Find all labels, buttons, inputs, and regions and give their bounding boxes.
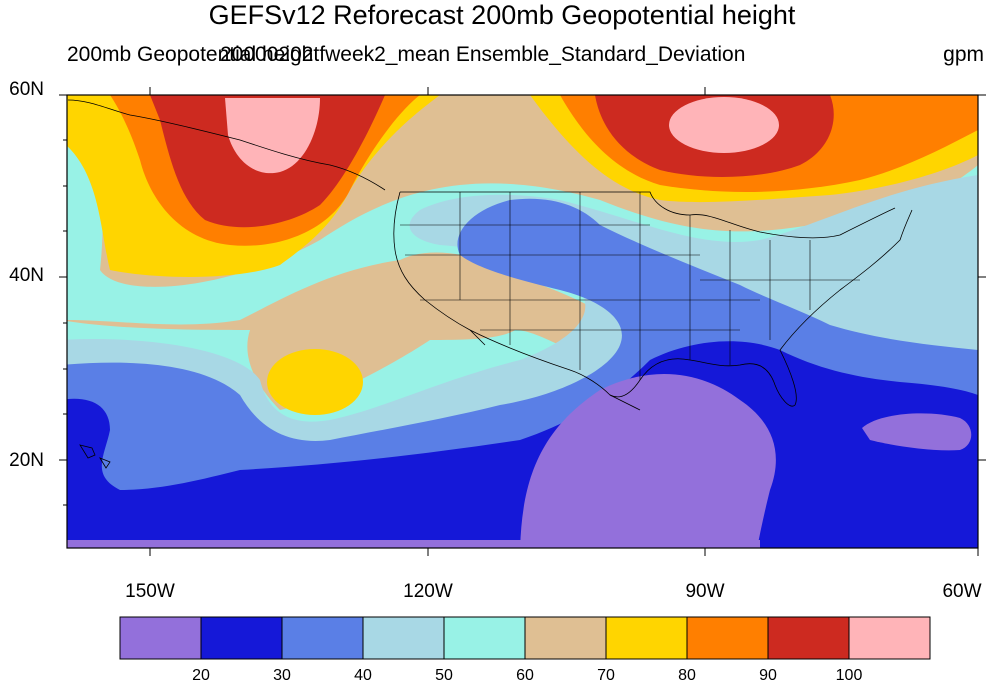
contour-fill-layer <box>67 95 978 548</box>
lon-label-150w: 150W <box>125 581 175 602</box>
map-title: GEFSv12 Reforecast 200mb Geopotential he… <box>208 0 796 30</box>
colorbar-label-90: 90 <box>759 667 777 684</box>
colorbar-label-30: 30 <box>273 667 291 684</box>
contour-above-100-west <box>225 98 320 174</box>
state-boundaries-layer <box>400 192 860 380</box>
colorbar-box-4 <box>443 616 526 660</box>
contour-70-80-pocket <box>267 349 363 415</box>
map-frame <box>66 94 979 549</box>
axis-ticks <box>59 87 986 556</box>
colorbar-box-0 <box>119 616 202 660</box>
units-label: gpm <box>943 43 984 66</box>
colorbar-label-20: 20 <box>192 667 210 684</box>
colorbar-box-2 <box>281 616 364 660</box>
lon-label-90w: 90W <box>685 581 725 602</box>
colorbar-box-6 <box>605 616 688 660</box>
contour-below-20-south <box>520 374 776 548</box>
colorbar-box-9 <box>848 616 931 660</box>
lat-label-20n: 20N <box>9 450 44 471</box>
colorbar-label-80: 80 <box>678 667 696 684</box>
colorbar-label-50: 50 <box>435 667 453 684</box>
contour-above-100-east <box>669 97 779 153</box>
colorbar-label-100: 100 <box>835 667 863 684</box>
center-string: 20000202 fweek2_mean Ensemble_Standard_D… <box>220 43 746 66</box>
coastline-layer <box>67 99 913 469</box>
lon-label-120w: 120W <box>403 581 453 602</box>
colorbar-box-3 <box>362 616 445 660</box>
colorbar-label-60: 60 <box>516 667 534 684</box>
colorbar <box>119 616 931 660</box>
colorbar-box-5 <box>524 616 607 660</box>
colorbar-box-1 <box>200 616 283 660</box>
lon-label-60w: 60W <box>942 581 982 602</box>
lat-label-40n: 40N <box>9 265 44 286</box>
contour-below-20-east <box>862 413 972 451</box>
contour-below-20-southwest <box>67 540 760 548</box>
left-string: 200mb Geopotential height <box>67 43 320 66</box>
colorbar-label-40: 40 <box>354 667 372 684</box>
colorbar-box-7 <box>686 616 769 660</box>
colorbar-box-8 <box>767 616 850 660</box>
lat-label-60n: 60N <box>9 79 44 100</box>
colorbar-label-70: 70 <box>597 667 615 684</box>
